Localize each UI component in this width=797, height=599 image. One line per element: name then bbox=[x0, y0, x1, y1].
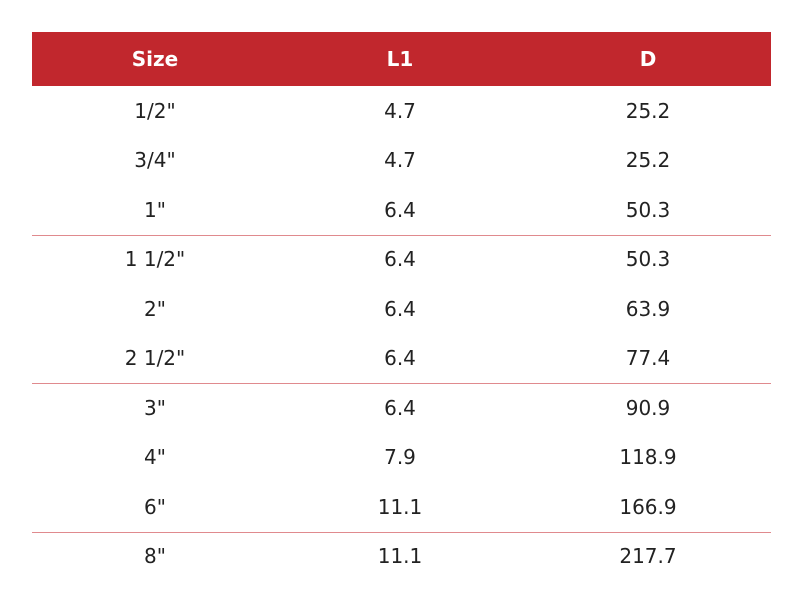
table-cell: 3" bbox=[144, 395, 166, 420]
table-cell: 1" bbox=[144, 197, 166, 222]
table-cell: 11.1 bbox=[377, 544, 423, 569]
table-cell: 2" bbox=[144, 296, 166, 321]
table-cell: 118.9 bbox=[619, 445, 677, 470]
table-cell: 2 1/2" bbox=[124, 346, 186, 371]
table-cell: 63.9 bbox=[625, 296, 671, 321]
table-cell: 6.4 bbox=[384, 247, 416, 272]
table-cell: 4" bbox=[144, 445, 166, 470]
table-cell: 1 1/2" bbox=[124, 247, 186, 272]
header-cell: D bbox=[639, 47, 657, 71]
table-cell: 6" bbox=[144, 494, 166, 519]
table-cell: 4.7 bbox=[384, 148, 416, 173]
table-cell: 90.9 bbox=[625, 395, 671, 420]
table-cell: 6.4 bbox=[384, 296, 416, 321]
table-cell: 1/2" bbox=[134, 98, 176, 123]
table-cell: 6.4 bbox=[384, 395, 416, 420]
table-cell: 25.2 bbox=[625, 148, 671, 173]
header-cell: Size bbox=[131, 47, 179, 71]
table-cell: 25.2 bbox=[625, 98, 671, 123]
table-cell: 77.4 bbox=[625, 346, 671, 371]
table-cell: 166.9 bbox=[619, 494, 677, 519]
row-separator bbox=[32, 234, 771, 236]
header-cell: L1 bbox=[386, 47, 414, 71]
table-cell: 50.3 bbox=[625, 247, 671, 272]
table-cell: 217.7 bbox=[619, 544, 677, 569]
table-cell: 4.7 bbox=[384, 98, 416, 123]
header-bar bbox=[32, 32, 771, 86]
table-cell: 6.4 bbox=[384, 197, 416, 222]
table-cell: 6.4 bbox=[384, 346, 416, 371]
table-cell: 50.3 bbox=[625, 197, 671, 222]
table-cell: 3/4" bbox=[134, 148, 176, 173]
table-cell: 7.9 bbox=[384, 445, 416, 470]
row-separator bbox=[32, 531, 771, 533]
row-separator bbox=[32, 383, 771, 384]
table-cell: 11.1 bbox=[377, 494, 423, 519]
table-cell: 8" bbox=[144, 544, 166, 569]
